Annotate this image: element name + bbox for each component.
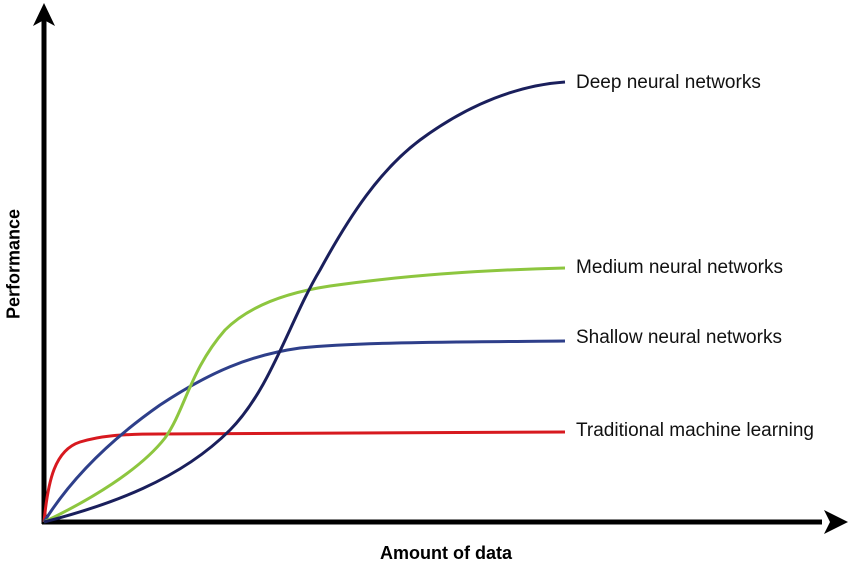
label-medium-nn: Medium neural networks [576, 257, 783, 278]
series-traditional-ml [42, 430, 566, 523]
label-deep-nn: Deep neural networks [576, 72, 761, 93]
x-axis-label: Amount of data [380, 543, 512, 563]
y-axis-arrow-icon [33, 3, 55, 26]
y-axis-label: Performance [3, 208, 24, 320]
series-deep-nn [43, 80, 566, 524]
label-traditional-ml: Traditional machine learning [576, 420, 814, 441]
series-medium-nn [43, 266, 566, 524]
label-shallow-nn: Shallow neural networks [576, 327, 782, 348]
x-axis-arrow-icon [824, 510, 848, 534]
series-shallow-nn [42, 339, 566, 523]
